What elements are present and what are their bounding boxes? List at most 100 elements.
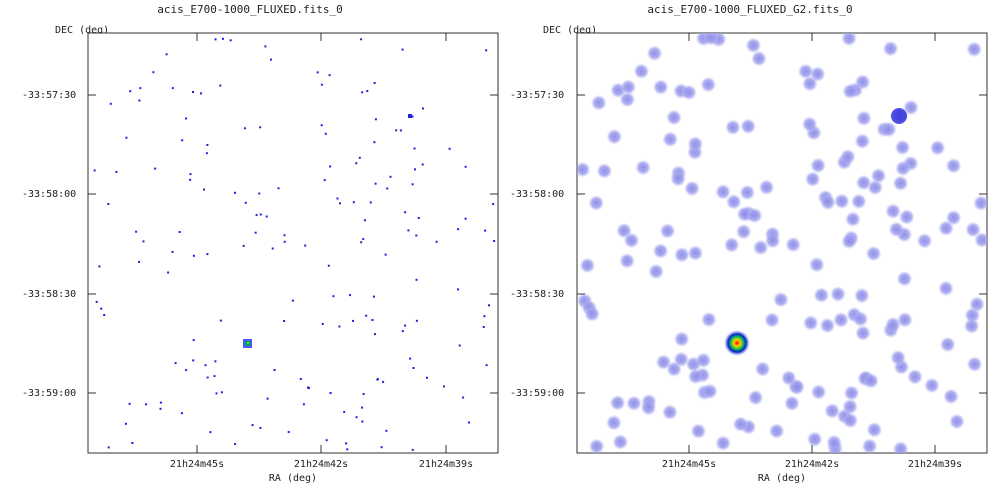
- smoothed-blob: [863, 372, 880, 389]
- smoothed-blob: [745, 37, 762, 54]
- event-dot: [404, 211, 407, 214]
- event-dot: [362, 238, 365, 241]
- smoothed-blob: [646, 45, 663, 62]
- event-dot: [206, 144, 209, 146]
- smoothed-blob: [965, 221, 982, 238]
- event-dot: [426, 376, 428, 379]
- event-dot: [360, 241, 363, 244]
- bright-source: [243, 339, 252, 348]
- bright-source: [724, 330, 750, 356]
- smoothed-blob: [772, 291, 789, 308]
- x-tick-label: 21h24m39s: [419, 459, 473, 470]
- smoothed-blob: [854, 133, 871, 150]
- event-dot: [349, 294, 351, 297]
- event-dot: [374, 118, 377, 121]
- event-dot: [376, 378, 379, 381]
- smoothed-blob: [606, 128, 623, 145]
- event-dot: [189, 173, 192, 176]
- event-dot: [409, 357, 412, 360]
- event-dot: [181, 139, 184, 142]
- event-dot: [192, 91, 194, 93]
- smoothed-blob: [783, 395, 800, 412]
- event-dot: [308, 387, 310, 390]
- event-dot: [242, 244, 245, 247]
- event-dot: [254, 231, 257, 234]
- event-dot: [361, 406, 364, 409]
- smoothed-blob: [802, 314, 819, 331]
- smoothed-blob: [626, 395, 642, 412]
- smoothed-blob: [577, 161, 591, 178]
- event-dot: [277, 187, 280, 190]
- smoothed-blob: [740, 118, 757, 135]
- smoothed-blob: [855, 325, 871, 342]
- event-dot: [482, 326, 485, 328]
- event-dot: [214, 360, 217, 363]
- y-ticks: [577, 94, 987, 394]
- smoothed-blob: [640, 399, 657, 416]
- event-dot: [255, 214, 258, 217]
- event-dot: [159, 401, 162, 404]
- smoothed-blob: [969, 296, 985, 313]
- event-dot: [415, 278, 418, 281]
- event-dot: [299, 378, 302, 380]
- event-dot: [422, 107, 424, 110]
- event-dot: [339, 202, 341, 205]
- smoothed-blob: [966, 41, 983, 58]
- smoothed-blob: [746, 207, 763, 224]
- event-dot: [287, 431, 290, 433]
- event-dot: [304, 244, 307, 247]
- event-dot: [259, 213, 262, 216]
- event-dot: [320, 124, 323, 127]
- event-dot: [174, 362, 177, 365]
- smoothed-blob: [758, 179, 775, 196]
- smoothed-blob: [842, 398, 859, 415]
- event-dot: [320, 83, 323, 86]
- smoothed-blob: [764, 312, 781, 328]
- smoothed-blob: [804, 171, 821, 188]
- smoothed-blob: [865, 245, 882, 262]
- smoothed-blob: [943, 388, 960, 405]
- event-dot: [374, 333, 376, 336]
- smoothed-blob: [673, 246, 690, 263]
- panel-title: acis_E700-1000_FLUXED.fits_0: [157, 3, 343, 16]
- smoothed-blob: [652, 79, 669, 96]
- smoothed-blob: [670, 170, 687, 187]
- x-tick-label: 21h24m39s: [908, 459, 962, 470]
- event-dot: [358, 156, 361, 159]
- event-dot: [346, 448, 349, 451]
- event-dot: [129, 90, 132, 93]
- image-plot-raw: DEC (deg) -33:57:30 -33:58:00 -33:58:30 …: [22, 25, 499, 484]
- smoothed-blob: [684, 180, 701, 197]
- event-dot: [192, 254, 195, 257]
- event-dot: [192, 339, 195, 342]
- event-dot: [365, 314, 368, 317]
- smoothed-blob: [620, 79, 637, 96]
- event-dot: [467, 421, 470, 424]
- smoothed-blob: [797, 63, 814, 80]
- event-dot: [165, 53, 168, 56]
- event-dot: [234, 443, 237, 446]
- smoothed-blob: [842, 83, 859, 100]
- bright-pixel: [891, 108, 907, 124]
- event-dot: [189, 178, 192, 181]
- plot-frame: [87, 32, 499, 454]
- event-dot: [200, 92, 202, 95]
- smoothed-blob: [945, 209, 962, 226]
- smoothed-blob: [894, 139, 911, 156]
- event-dot: [180, 412, 183, 415]
- smoothed-blob: [852, 311, 869, 327]
- event-dot: [138, 260, 141, 263]
- smoothed-blob: [896, 270, 913, 287]
- event-dot: [209, 431, 212, 434]
- smoothed-blob: [916, 232, 933, 249]
- dec-axis-label: DEC (deg): [543, 25, 597, 36]
- smoothed-blob: [866, 421, 883, 438]
- event-dot: [362, 393, 365, 395]
- y-tick-label: -33:59:00: [22, 388, 76, 399]
- smoothed-blob: [687, 368, 704, 385]
- smoothed-blob: [703, 33, 719, 46]
- smoothed-blob: [888, 221, 905, 238]
- smoothed-blob: [826, 434, 843, 451]
- event-dot: [302, 403, 305, 406]
- event-dot: [203, 188, 206, 191]
